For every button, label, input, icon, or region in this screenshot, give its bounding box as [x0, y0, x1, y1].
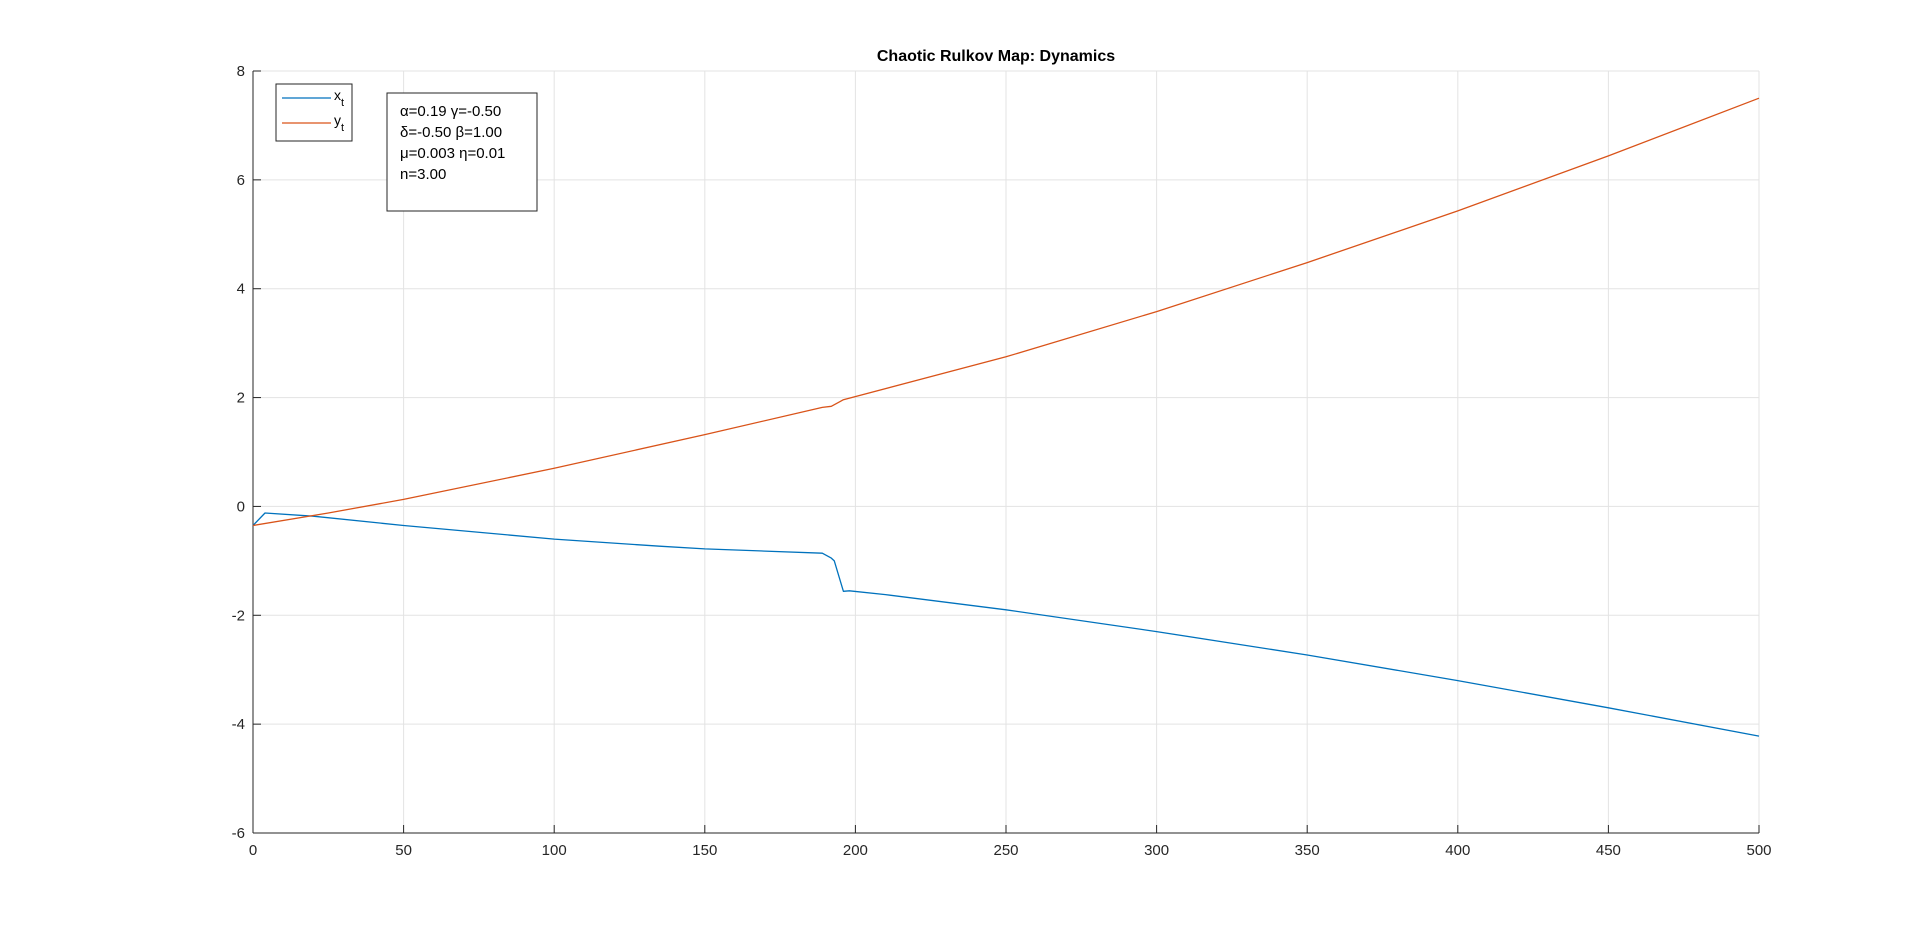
- annotation-line: α=0.19 γ=-0.50: [400, 103, 501, 120]
- chart-title: Chaotic Rulkov Map: Dynamics: [877, 48, 1115, 65]
- x-tick-label: 450: [1596, 842, 1621, 859]
- annotation-line: μ=0.003 η=0.01: [400, 145, 505, 162]
- x-tick-label: 350: [1295, 842, 1320, 859]
- parameter-annotation-box: α=0.19 γ=-0.50 δ=-0.50 β=1.00 μ=0.003 η=0.…: [386, 92, 538, 212]
- legend-label-y: yt: [334, 112, 344, 134]
- annotation-line: n=3.00: [400, 166, 446, 183]
- legend-label-subscript: t: [341, 122, 344, 134]
- x-tick-label: 200: [843, 842, 868, 859]
- x-tick-label: 250: [993, 842, 1018, 859]
- x-tick-label: 400: [1445, 842, 1470, 859]
- legend-box[interactable]: [275, 83, 353, 142]
- y-tick-label: 0: [237, 498, 245, 515]
- y-tick-label: -6: [232, 825, 245, 842]
- y-tick-label: 8: [237, 63, 245, 80]
- x-tick-label: 50: [395, 842, 412, 859]
- x-tick-label: 300: [1144, 842, 1169, 859]
- y-tick-label: 2: [237, 390, 245, 407]
- series-line-x: [252, 512, 1760, 737]
- x-tick-label: 150: [692, 842, 717, 859]
- x-tick-label: 100: [542, 842, 567, 859]
- axes: [252, 70, 1760, 834]
- annotation-box: [386, 92, 538, 212]
- x-tick-label: 500: [1746, 842, 1771, 859]
- tick-labels: 0 50 100 150 200 250 300 350 400 450 500 -6 -4 -2 0 2 4 6…: [232, 63, 1772, 859]
- series: [252, 97, 1760, 737]
- y-tick-label: -4: [232, 716, 245, 733]
- y-tick-label: 4: [237, 281, 245, 298]
- x-tick-label: 0: [249, 842, 257, 859]
- y-tick-label: -2: [232, 607, 245, 624]
- y-tick-label: 6: [237, 172, 245, 189]
- legend-label-x: xt: [334, 87, 344, 109]
- legend-label-subscript: t: [341, 97, 344, 109]
- series-line-y: [252, 97, 1760, 527]
- annotation-line: δ=-0.50 β=1.00: [400, 124, 502, 141]
- legend[interactable]: xt yt: [275, 83, 353, 142]
